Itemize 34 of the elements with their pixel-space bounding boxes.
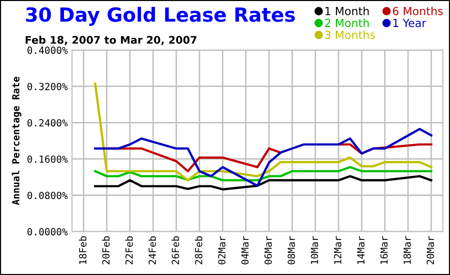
- line-series: [94, 82, 432, 182]
- x-tick-label: 20Feb: [102, 236, 110, 264]
- y-tick-label: 0.4000%: [27, 46, 68, 54]
- line-series: [94, 128, 432, 187]
- x-tick-label: 02Mar: [218, 236, 226, 264]
- x-tick-label: 18Mar: [404, 236, 411, 264]
- y-tick-label: 0.1600%: [27, 155, 68, 163]
- legend-label: 1 Year: [393, 18, 426, 28]
- x-tick-label: 12Mar: [334, 236, 342, 264]
- x-tick-label: 28Feb: [194, 236, 202, 264]
- x-tick-label: 16Mar: [380, 236, 388, 264]
- y-tick-label: 0.3200%: [27, 82, 68, 90]
- line-series: [94, 166, 432, 182]
- legend-label: 2 Month: [325, 18, 369, 28]
- line-series: [94, 175, 432, 190]
- x-tick-label: 10Mar: [310, 236, 318, 264]
- chart-subtitle: Feb 18, 2007 to Mar 20, 2007: [26, 36, 196, 46]
- legend-label: 3 Months: [325, 30, 375, 39]
- x-tick-label: 14Mar: [357, 236, 365, 264]
- x-tick-label: 26Feb: [172, 236, 180, 264]
- legend-label: 1 Month: [325, 6, 369, 16]
- legend-label: 6 Months: [392, 6, 443, 16]
- y-tick-label: 0.0000%: [27, 228, 68, 236]
- x-tick-label: 18Feb: [78, 236, 86, 264]
- x-tick-label: 08Mar: [288, 236, 296, 264]
- x-tick-label: 22Feb: [125, 236, 133, 264]
- y-tick-label: 0.2400%: [27, 119, 68, 127]
- x-tick-label: 04Mar: [241, 236, 249, 264]
- x-tick-label: 20Mar: [426, 236, 434, 264]
- x-tick-label: 06Mar: [264, 236, 272, 264]
- chart-title: 30 Day Gold Lease Rates: [26, 6, 295, 26]
- y-tick-label: 0.0800%: [27, 192, 68, 200]
- x-tick-label: 24Feb: [148, 236, 156, 264]
- y-axis-title: Annual Percentage Rate: [12, 76, 22, 206]
